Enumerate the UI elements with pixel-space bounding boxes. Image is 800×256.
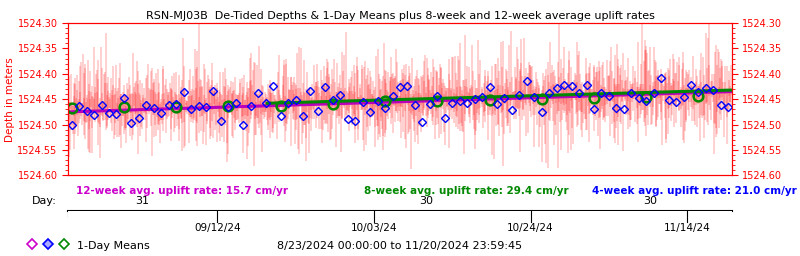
Text: 1-Day Means: 1-Day Means — [77, 241, 150, 251]
Text: 11/14/24: 11/14/24 — [664, 223, 710, 233]
Text: 8-week avg. uplift rate: 29.4 cm/yr: 8-week avg. uplift rate: 29.4 cm/yr — [364, 186, 569, 196]
Text: 09/12/24: 09/12/24 — [194, 223, 241, 233]
Text: 30: 30 — [643, 196, 657, 206]
Text: Day:: Day: — [31, 196, 56, 206]
Text: 10/24/24: 10/24/24 — [507, 223, 554, 233]
Title: RSN-MJ03B  De-Tided Depths & 1-Day Means plus 8-week and 12-week average uplift : RSN-MJ03B De-Tided Depths & 1-Day Means … — [146, 11, 654, 21]
Text: 10/03/24: 10/03/24 — [350, 223, 397, 233]
Text: 31: 31 — [136, 196, 150, 206]
Text: 8/23/2024 00:00:00 to 11/20/2024 23:59:45: 8/23/2024 00:00:00 to 11/20/2024 23:59:4… — [278, 241, 522, 251]
Text: 12-week avg. uplift rate: 15.7 cm/yr: 12-week avg. uplift rate: 15.7 cm/yr — [76, 186, 288, 196]
Text: 4-week avg. uplift rate: 21.0 cm/yr: 4-week avg. uplift rate: 21.0 cm/yr — [592, 186, 797, 196]
Y-axis label: Depth in meters: Depth in meters — [5, 57, 14, 142]
Text: 30: 30 — [419, 196, 433, 206]
